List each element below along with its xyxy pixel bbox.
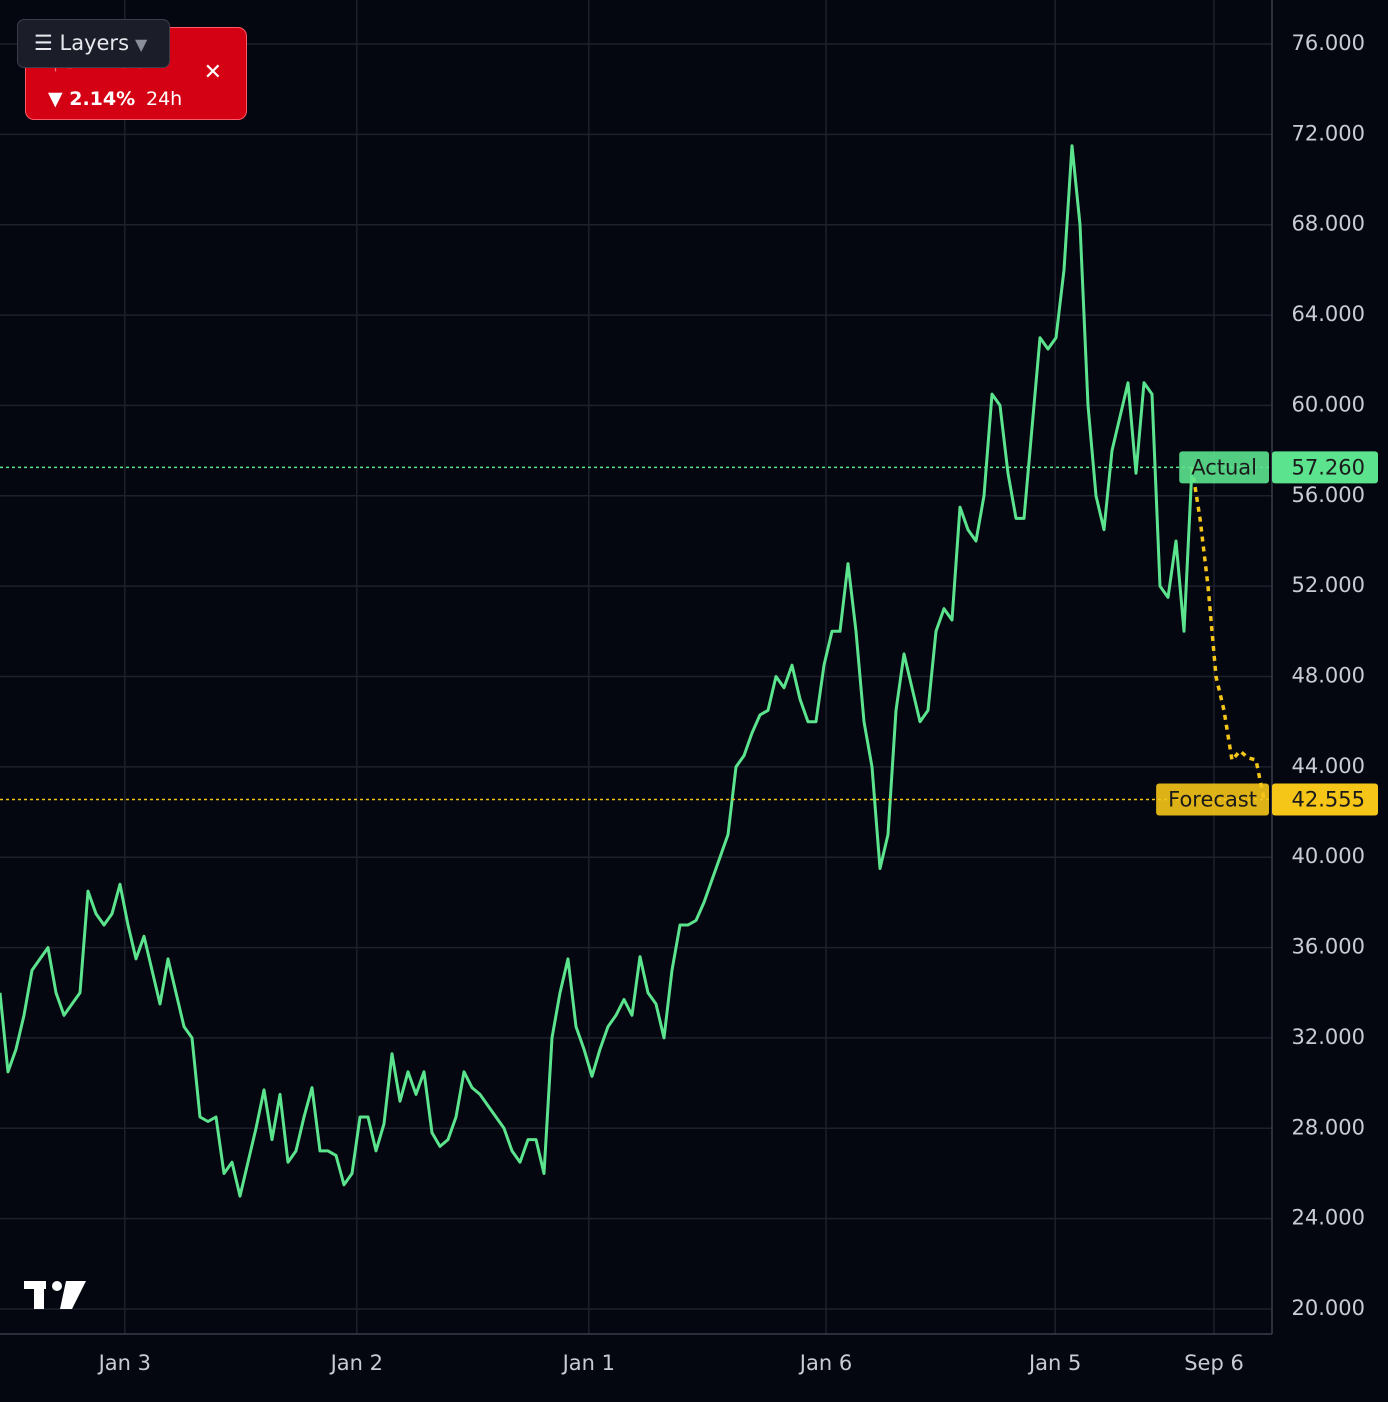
ticker-period: 24h: [146, 88, 183, 110]
close-button[interactable]: ✕: [203, 60, 222, 85]
y-tick-label: 68.000: [1292, 212, 1365, 236]
series-line: [1190, 467, 1266, 800]
y-tick-label: 56.000: [1292, 483, 1365, 507]
y-tick-label: 48.000: [1292, 664, 1365, 688]
grid: [0, 0, 1272, 1334]
y-tick-label: 24.000: [1292, 1206, 1365, 1230]
y-tick-label: 60.000: [1292, 392, 1365, 416]
y-tick-label: 32.000: [1292, 1025, 1365, 1049]
price-line-value-box: [1272, 451, 1378, 484]
ticker-change: ▼ 2.14%: [48, 88, 136, 110]
y-tick-label: 76.000: [1292, 31, 1365, 55]
y-tick-label: 20.000: [1292, 1296, 1365, 1320]
change-value: 2.14%: [69, 88, 136, 110]
x-tick-label: Sep 6: [1184, 1351, 1244, 1375]
price-line-name-box: [1179, 451, 1269, 484]
y-tick-label: 40.000: [1292, 844, 1365, 868]
y-tick-label: 64.000: [1292, 302, 1365, 326]
x-tick-label: Jan 6: [798, 1351, 852, 1375]
x-tick-label: Jan 1: [561, 1351, 615, 1375]
y-tick-label: 44.000: [1292, 754, 1365, 778]
price-line-name: Actual: [1191, 455, 1257, 479]
x-tick-label: Jan 5: [1027, 1351, 1081, 1375]
price-line-value-box: [1272, 783, 1378, 816]
layers-label: Layers: [59, 31, 130, 55]
x-tick-label: Jan 2: [329, 1351, 383, 1375]
tradingview-logo: [24, 1281, 86, 1309]
price-line-value: 42.555: [1292, 787, 1365, 811]
layers-button[interactable]: ☰ Layers ▼: [17, 19, 170, 68]
labels: 20.000 24.000 28.000 32.000 36.000 40.000 44.0…: [97, 31, 1378, 1375]
y-tick-label: 36.000: [1292, 935, 1365, 959]
y-tick-label: 72.000: [1292, 121, 1365, 145]
plot: [0, 144, 1272, 1198]
price-line-name: Forecast: [1168, 787, 1257, 811]
y-tick-label: 52.000: [1292, 573, 1365, 597]
price-line-name-box: [1156, 783, 1269, 816]
series-line: [0, 144, 1194, 1198]
x-tick-label: Jan 3: [97, 1351, 151, 1375]
y-tick-label: 28.000: [1292, 1115, 1365, 1139]
price-line-value: 57.260: [1292, 455, 1365, 479]
